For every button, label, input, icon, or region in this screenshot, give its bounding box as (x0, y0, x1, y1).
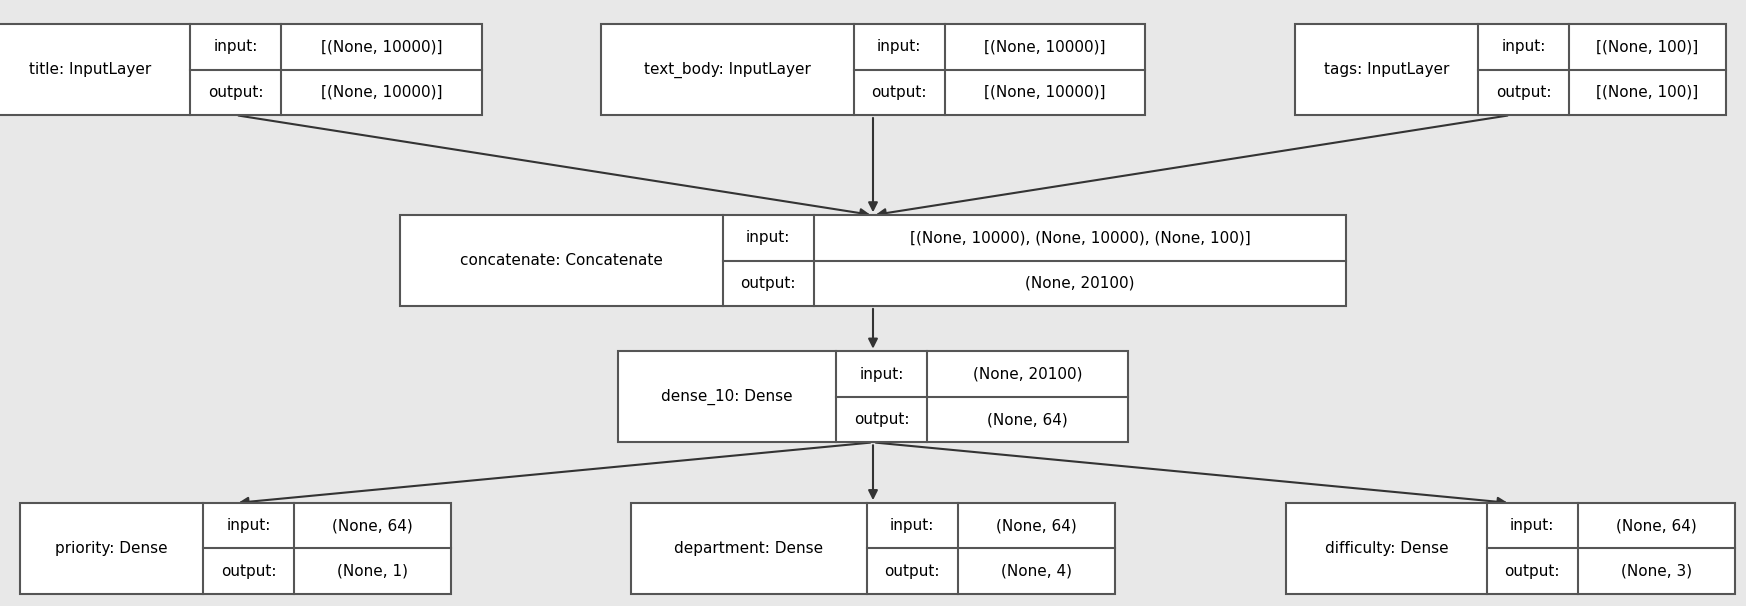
Text: output:: output: (1496, 85, 1550, 100)
Text: output:: output: (871, 85, 927, 100)
Text: (None, 20100): (None, 20100) (973, 367, 1083, 382)
Text: output:: output: (1505, 564, 1559, 579)
Text: input:: input: (227, 518, 271, 533)
Text: department: Dense: department: Dense (674, 541, 824, 556)
Text: [(None, 100)]: [(None, 100)] (1596, 85, 1699, 100)
Text: input:: input: (746, 230, 791, 245)
Text: (None, 64): (None, 64) (1615, 518, 1697, 533)
Text: concatenate: Concatenate: concatenate: Concatenate (459, 253, 663, 268)
Bar (400, 215, 1346, 306)
Text: [(None, 10000), (None, 10000), (None, 100)]: [(None, 10000), (None, 10000), (None, 10… (910, 230, 1250, 245)
Text: difficulty: Dense: difficulty: Dense (1325, 541, 1447, 556)
Text: output:: output: (740, 276, 796, 291)
Bar (0, 24, 482, 115)
Bar (1296, 24, 1725, 115)
Bar (618, 351, 1128, 442)
Text: output:: output: (854, 412, 910, 427)
Bar (632, 503, 1116, 594)
Text: input:: input: (890, 518, 934, 533)
Text: (None, 1): (None, 1) (337, 564, 409, 579)
Text: (None, 20100): (None, 20100) (1025, 276, 1135, 291)
Text: [(None, 10000)]: [(None, 10000)] (985, 39, 1105, 55)
Bar (601, 24, 1145, 115)
Text: input:: input: (1502, 39, 1545, 55)
Text: output:: output: (222, 564, 276, 579)
Text: [(None, 10000)]: [(None, 10000)] (321, 39, 442, 55)
Bar (1285, 503, 1734, 594)
Bar (21, 503, 450, 594)
Text: (None, 64): (None, 64) (332, 518, 414, 533)
Text: input:: input: (1510, 518, 1554, 533)
Text: output:: output: (208, 85, 264, 100)
Text: title: InputLayer: title: InputLayer (28, 62, 152, 77)
Text: input:: input: (876, 39, 922, 55)
Text: (None, 64): (None, 64) (986, 412, 1069, 427)
Text: [(None, 100)]: [(None, 100)] (1596, 39, 1699, 55)
Text: priority: Dense: priority: Dense (56, 541, 168, 556)
Text: (None, 64): (None, 64) (995, 518, 1077, 533)
Text: input:: input: (213, 39, 258, 55)
Text: (None, 4): (None, 4) (1000, 564, 1072, 579)
Text: [(None, 10000)]: [(None, 10000)] (321, 85, 442, 100)
Text: output:: output: (885, 564, 939, 579)
Text: [(None, 10000)]: [(None, 10000)] (985, 85, 1105, 100)
Text: text_body: InputLayer: text_body: InputLayer (644, 62, 810, 78)
Text: input:: input: (859, 367, 904, 382)
Text: tags: InputLayer: tags: InputLayer (1323, 62, 1449, 77)
Text: dense_10: Dense: dense_10: Dense (662, 389, 793, 405)
Text: (None, 3): (None, 3) (1620, 564, 1692, 579)
